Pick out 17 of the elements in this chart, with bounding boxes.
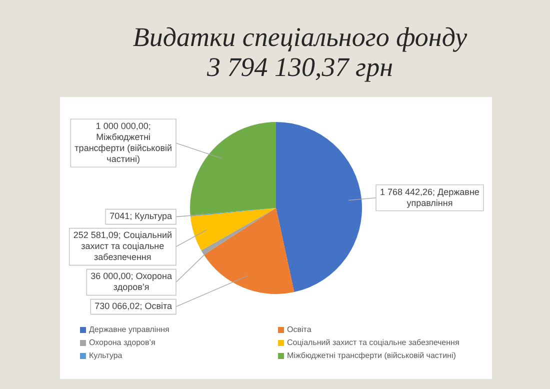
- text: 7041; Культура: [110, 211, 172, 222]
- data-label: 1 000 000,00;: [96, 121, 151, 132]
- category-label: захист та соціальне забезпечення: [81, 241, 164, 262]
- legend-label: Охорона здоров’я: [89, 338, 156, 347]
- legend-label: Освіта: [287, 325, 312, 334]
- category-label: управління: [406, 198, 453, 208]
- category-label: здоров’я: [113, 282, 150, 292]
- text: 1 768 442,26; Державне: [380, 186, 480, 197]
- text: 730 066,02; Освіта: [94, 301, 172, 312]
- legend-label: Культура: [89, 351, 122, 360]
- legend-label: Міжбюджетні трансферти (військовій частині): [287, 351, 456, 360]
- text: 252 581,09; Соціальний: [73, 230, 172, 240]
- legend-label: Соціальний захист та соціальне забезпечення: [287, 338, 460, 347]
- chart-title: Видатки спеціального фонду 3 794 130,37 грн: [132, 22, 468, 82]
- legend-label: Державне управління: [89, 325, 170, 334]
- text: 36 000,00; Охорона: [90, 271, 172, 282]
- slice-label: Міжбюджетні трансферти (військовій частині): [74, 132, 172, 164]
